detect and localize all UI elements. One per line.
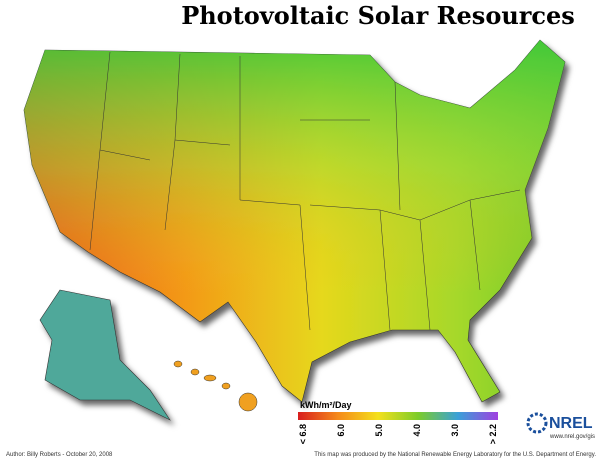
legend-label: > 2.2 (488, 424, 498, 444)
state-lines (89, 51, 521, 331)
legend-title: kWh/m²/Day (300, 400, 352, 410)
logo-url: www.nrel.gov/gis (549, 434, 595, 440)
hawaii (173, 360, 258, 412)
map-title: Photovoltaic Solar Resources (181, 1, 575, 30)
legend-label: < 6.8 (298, 424, 308, 444)
nrel-logo: NREL www.nrel.gov/gis (526, 412, 595, 440)
logo-name: NREL (549, 415, 593, 432)
legend-label: 4.0 (412, 424, 422, 437)
us-map (23, 39, 566, 403)
legend-label: 3.0 (450, 424, 460, 437)
credit: This map was produced by the National Re… (314, 452, 596, 458)
legend-label: 6.0 (336, 424, 346, 437)
author: Author: Billy Roberts - October 20, 2008 (6, 452, 113, 458)
legend-bar (298, 412, 498, 420)
alaska (39, 289, 171, 421)
legend-label: 5.0 (374, 424, 384, 437)
